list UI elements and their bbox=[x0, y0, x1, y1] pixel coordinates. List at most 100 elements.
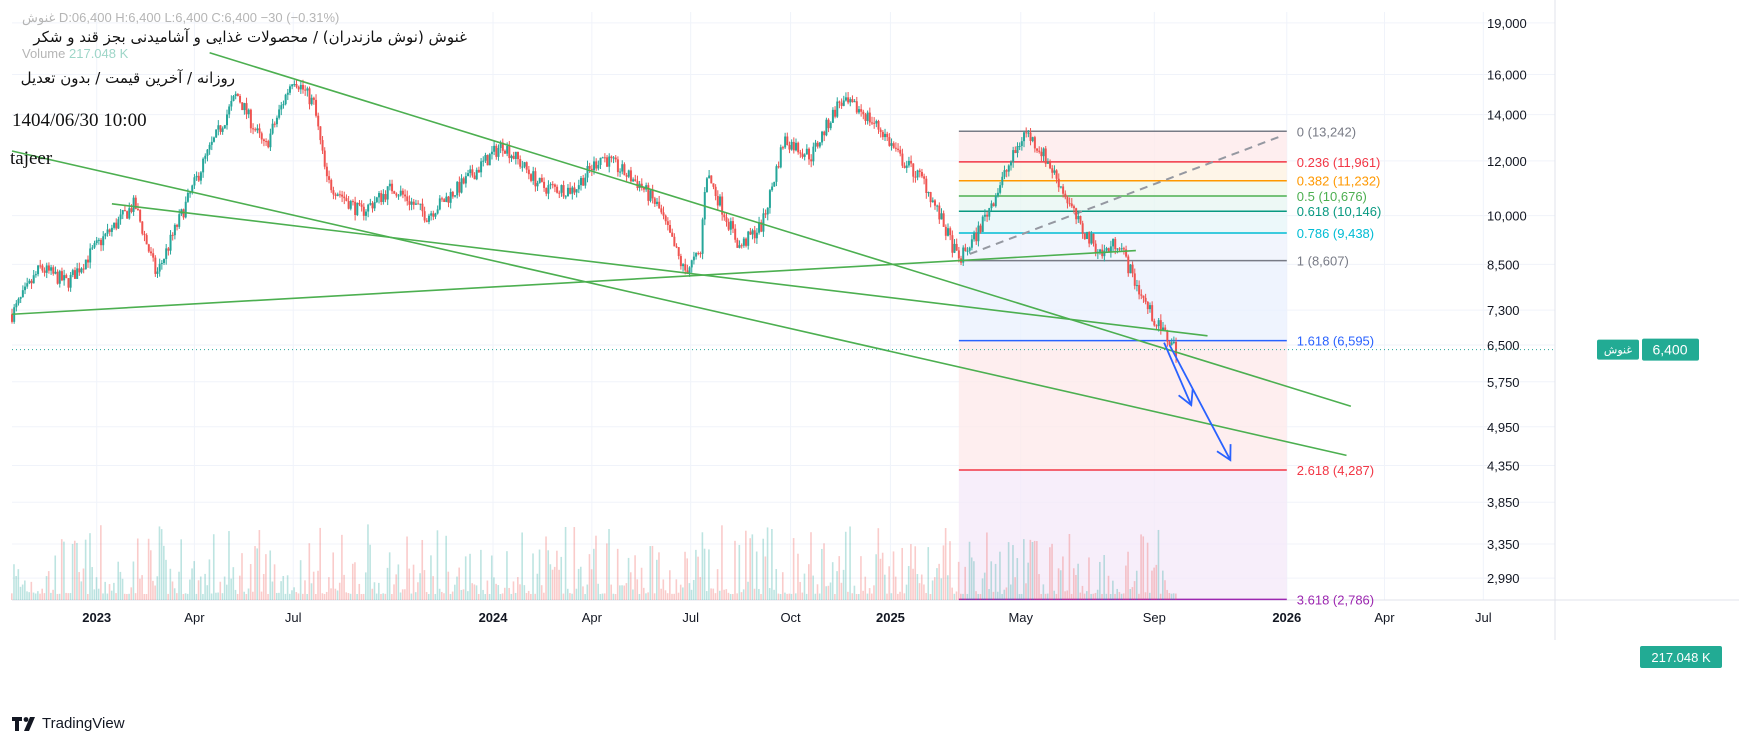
volume-bar bbox=[369, 544, 371, 600]
candle-body bbox=[575, 189, 578, 193]
candle-body bbox=[291, 84, 294, 87]
volume-bar bbox=[864, 576, 867, 600]
volume-bar bbox=[792, 538, 795, 600]
candle-body bbox=[1064, 193, 1067, 198]
volume-bar bbox=[673, 593, 675, 600]
volume-bar bbox=[421, 539, 424, 600]
candle-body bbox=[21, 290, 24, 298]
volume-bar bbox=[988, 589, 990, 600]
candle-body bbox=[495, 145, 498, 157]
volume-bar bbox=[245, 593, 248, 600]
candle-body bbox=[1044, 148, 1047, 164]
volume-bar bbox=[336, 590, 339, 600]
candle-body bbox=[1114, 238, 1117, 250]
volume-bar bbox=[258, 530, 261, 600]
candle-body bbox=[860, 109, 863, 112]
candle-body bbox=[1014, 150, 1017, 154]
volume-bar bbox=[397, 564, 400, 600]
candle-body bbox=[777, 166, 780, 168]
candle-body bbox=[810, 159, 813, 162]
candle-body bbox=[510, 155, 513, 159]
volume-bar bbox=[427, 593, 430, 600]
volume-bar bbox=[695, 549, 697, 600]
candle-body bbox=[119, 214, 122, 220]
time-tick-label: Oct bbox=[780, 610, 801, 625]
volume-bar bbox=[1081, 585, 1084, 600]
candle-body bbox=[267, 141, 270, 148]
candle-body bbox=[560, 185, 563, 193]
candle-body bbox=[727, 222, 730, 230]
time-tick-label: 2023 bbox=[82, 610, 111, 625]
candle-body bbox=[732, 221, 735, 229]
fib-zone bbox=[958, 260, 1287, 341]
candle-body bbox=[330, 179, 333, 191]
candle-body bbox=[373, 202, 376, 209]
volume-bar bbox=[176, 593, 178, 600]
candle-body bbox=[454, 195, 457, 197]
volume-bar bbox=[606, 543, 608, 600]
candle-body bbox=[1127, 256, 1130, 274]
candle-body bbox=[725, 217, 728, 223]
volume-bar bbox=[386, 567, 389, 600]
volume-bar bbox=[76, 542, 78, 600]
candle-body bbox=[364, 211, 367, 216]
volume-bar bbox=[1062, 556, 1064, 600]
candle-body bbox=[1135, 285, 1138, 287]
candle-body bbox=[334, 194, 337, 196]
candle-body bbox=[766, 207, 769, 215]
candle-body bbox=[831, 109, 834, 123]
volume-bar bbox=[625, 583, 628, 600]
candle-body bbox=[519, 159, 522, 167]
candle-body bbox=[278, 109, 281, 118]
candle-body bbox=[818, 142, 821, 147]
candle-body bbox=[940, 213, 943, 220]
volume-bar bbox=[942, 545, 945, 600]
volume-bar bbox=[371, 588, 374, 600]
candle-body bbox=[527, 169, 530, 175]
candle-body bbox=[1018, 145, 1021, 147]
symbol-title: غنوش (نوش مازندران) / محصولات غذایی و آش… bbox=[33, 28, 467, 46]
candle-body bbox=[716, 196, 719, 206]
volume-bar bbox=[519, 584, 521, 600]
volume-bar bbox=[708, 549, 710, 600]
volume-bar bbox=[212, 534, 215, 600]
candle-body bbox=[697, 253, 700, 255]
volume-bar bbox=[32, 592, 35, 600]
candle-body bbox=[781, 147, 784, 149]
candle-body bbox=[412, 201, 415, 205]
candle-body bbox=[686, 270, 689, 274]
candle-body bbox=[907, 160, 910, 166]
volume-bar bbox=[171, 581, 174, 600]
volume-bar bbox=[527, 590, 530, 600]
volume-bar bbox=[123, 593, 126, 600]
volume-bar bbox=[102, 593, 104, 600]
volume-bar bbox=[944, 528, 947, 600]
candle-body bbox=[408, 201, 411, 205]
candle-body bbox=[430, 213, 433, 216]
volume-bar bbox=[332, 552, 335, 600]
price-axis[interactable]: 19,000 16,000 14,000 12,000 10,000 8,500 7,300… bbox=[1487, 16, 1527, 586]
candle-body bbox=[369, 203, 372, 205]
candle-body bbox=[89, 248, 92, 263]
tradingview-logo[interactable]: TradingView bbox=[12, 715, 125, 732]
volume-bar bbox=[738, 544, 741, 600]
candle-body bbox=[386, 186, 389, 200]
candle-body bbox=[966, 250, 969, 252]
candle-body bbox=[1170, 342, 1173, 345]
volume-bar bbox=[106, 593, 109, 600]
time-axis[interactable]: 2023 Apr Jul 2024 Apr Jul Oct 2025 May Sep 2026 Apr… bbox=[82, 610, 1492, 625]
volume-bar bbox=[47, 571, 50, 600]
candle-body bbox=[534, 171, 537, 187]
candle-body bbox=[1049, 162, 1052, 169]
volume-bar bbox=[775, 569, 778, 600]
volume-bar bbox=[1007, 542, 1010, 600]
fib-level-label: 0.382 (11,232) bbox=[1297, 174, 1381, 189]
volume-bar bbox=[34, 593, 37, 600]
candle-body bbox=[319, 126, 322, 141]
candle-body bbox=[562, 185, 565, 197]
volume-bar bbox=[145, 594, 148, 600]
volume-bar bbox=[655, 559, 658, 600]
candle-body bbox=[132, 197, 135, 212]
volume-bar bbox=[1083, 593, 1086, 600]
